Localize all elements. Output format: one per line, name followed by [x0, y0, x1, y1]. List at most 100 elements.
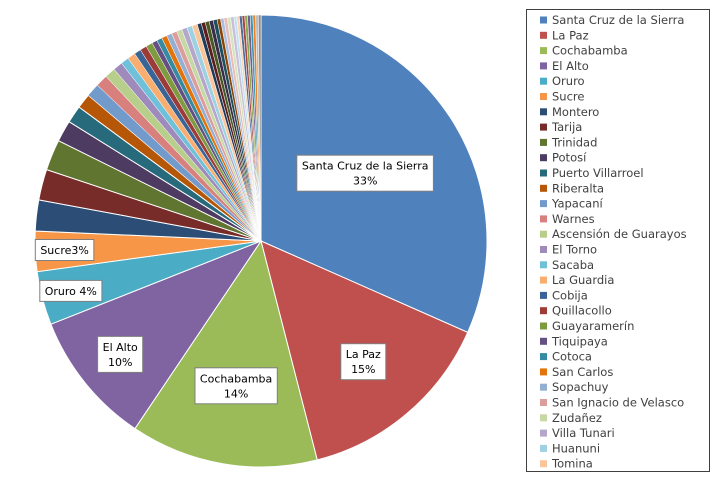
- legend-swatch: [540, 429, 547, 437]
- legend-swatch: [540, 337, 547, 345]
- legend-item: Warnes: [540, 212, 595, 226]
- data-label-text: La Paz: [346, 348, 381, 361]
- legend-item: San Carlos: [540, 365, 613, 379]
- legend-swatch: [540, 322, 547, 330]
- legend-swatch: [540, 246, 547, 253]
- legend-label: Trinidad: [551, 135, 597, 149]
- data-label-text: 33%: [353, 175, 377, 188]
- legend-item: Tomina: [540, 457, 593, 471]
- legend-swatch: [540, 169, 547, 177]
- legend-item: Villa Tunari: [540, 426, 615, 440]
- legend-item: El Alto: [540, 59, 589, 73]
- legend-item: Puerto Villarroel: [540, 166, 644, 180]
- data-label-1: Santa Cruz de la Sierra 33%: [296, 154, 434, 192]
- legend-item: Tarija: [540, 120, 582, 134]
- legend-label: Riberalta: [552, 181, 604, 195]
- legend-item: La Paz: [540, 28, 589, 42]
- legend-item: Tiquipaya: [540, 334, 608, 348]
- legend-swatch: [540, 215, 547, 223]
- legend-swatch: [540, 123, 547, 131]
- data-label-box: [97, 335, 144, 373]
- legend-swatch: [540, 399, 547, 406]
- legend-item: Sopachuy: [540, 380, 609, 394]
- legend-swatch: [540, 368, 547, 376]
- legend-item: Sacaba: [540, 258, 594, 272]
- pie-slices: [34, 14, 488, 468]
- legend-label: Quillacollo: [552, 304, 612, 318]
- legend-label: San Carlos: [552, 365, 613, 379]
- legend-label: Ascensión de Guarayos: [552, 227, 687, 241]
- legend-label: Oruro: [552, 74, 585, 88]
- legend-label: San Ignacio de Velasco: [552, 396, 684, 410]
- legend-label: Potosí: [552, 151, 587, 165]
- data-label-4: El Alto 10%: [97, 335, 144, 373]
- legend-item: Guayaramerín: [540, 319, 634, 333]
- legend-swatch: [540, 154, 547, 162]
- legend-swatch: [540, 353, 547, 361]
- legend-item: El Torno: [540, 243, 597, 257]
- pie-data-labels: Santa Cruz de la Sierra 33% La Paz 15% Cocha…: [34, 154, 434, 405]
- legend-label: Zudañez: [552, 411, 602, 425]
- pie-slice-minor-20: [258, 14, 262, 242]
- legend-item: Montero: [540, 105, 599, 119]
- legend-item: Sucre: [540, 90, 584, 104]
- legend-label: Sacaba: [552, 258, 594, 272]
- data-label-box: [296, 154, 434, 192]
- legend-label: Tarija: [551, 120, 582, 134]
- legend-label: Tomina: [551, 457, 593, 471]
- data-label-box: [39, 279, 103, 302]
- legend-swatch: [540, 261, 547, 269]
- legend-label: Huanuni: [552, 441, 600, 455]
- legend-item: Potosí: [540, 151, 587, 165]
- legend-item: Riberalta: [540, 181, 604, 195]
- data-label-6: Sucre3%: [34, 239, 95, 261]
- legend-item: San Ignacio de Velasco: [540, 396, 684, 410]
- data-label-text: 14%: [224, 387, 248, 400]
- legend-label: Cotoca: [552, 350, 592, 364]
- legend-label: La Guardia: [552, 273, 614, 287]
- legend-swatch: [540, 108, 547, 116]
- legend-label: La Paz: [552, 28, 589, 42]
- legend-swatch: [540, 77, 547, 85]
- data-label-5: Oruro 4%: [39, 279, 103, 302]
- pie-slice-3: [134, 239, 318, 468]
- legend-swatch: [540, 414, 547, 422]
- legend-label: Villa Tunari: [552, 426, 615, 440]
- legend-label: Sopachuy: [552, 380, 609, 394]
- legend-label: El Torno: [552, 243, 597, 257]
- legend-swatch: [540, 47, 547, 55]
- legend-label: Tiquipaya: [551, 334, 608, 348]
- legend-item: Yapacaní: [540, 197, 603, 211]
- data-label-2: La Paz 15%: [340, 343, 387, 381]
- legend-label: Montero: [552, 105, 599, 119]
- legend-item: Quillacollo: [540, 304, 612, 318]
- legend-item: La Guardia: [540, 273, 614, 287]
- data-label-text: 15%: [351, 363, 375, 376]
- legend-item: Huanuni: [540, 441, 600, 455]
- legend-item: Cobija: [540, 288, 588, 302]
- legend-label: Warnes: [552, 212, 595, 226]
- legend-item: Ascensión de Guarayos: [540, 227, 687, 241]
- legend-item: Santa Cruz de la Sierra: [540, 13, 684, 27]
- legend-swatch: [540, 184, 547, 192]
- legend-box: [526, 9, 710, 472]
- data-label-box: [34, 239, 95, 261]
- legend-swatch: [540, 307, 547, 315]
- legend-swatch: [540, 383, 547, 391]
- legend-swatch: [540, 230, 547, 238]
- data-label-text: Oruro 4%: [45, 285, 97, 298]
- data-label-3: Cochabamba 14%: [194, 367, 278, 405]
- legend-label: Sucre: [552, 90, 584, 104]
- legend-swatch: [540, 62, 547, 70]
- legend-item: Cotoca: [540, 350, 592, 364]
- legend-item: Trinidad: [540, 135, 597, 149]
- legend-label: Yapacaní: [551, 197, 603, 211]
- legend-swatch: [540, 276, 547, 284]
- legend-label: Santa Cruz de la Sierra: [552, 13, 684, 27]
- legend-swatch: [540, 291, 547, 299]
- data-label-text: 10%: [108, 356, 132, 369]
- legend-swatch: [540, 31, 547, 39]
- legend-label: Cobija: [552, 288, 588, 302]
